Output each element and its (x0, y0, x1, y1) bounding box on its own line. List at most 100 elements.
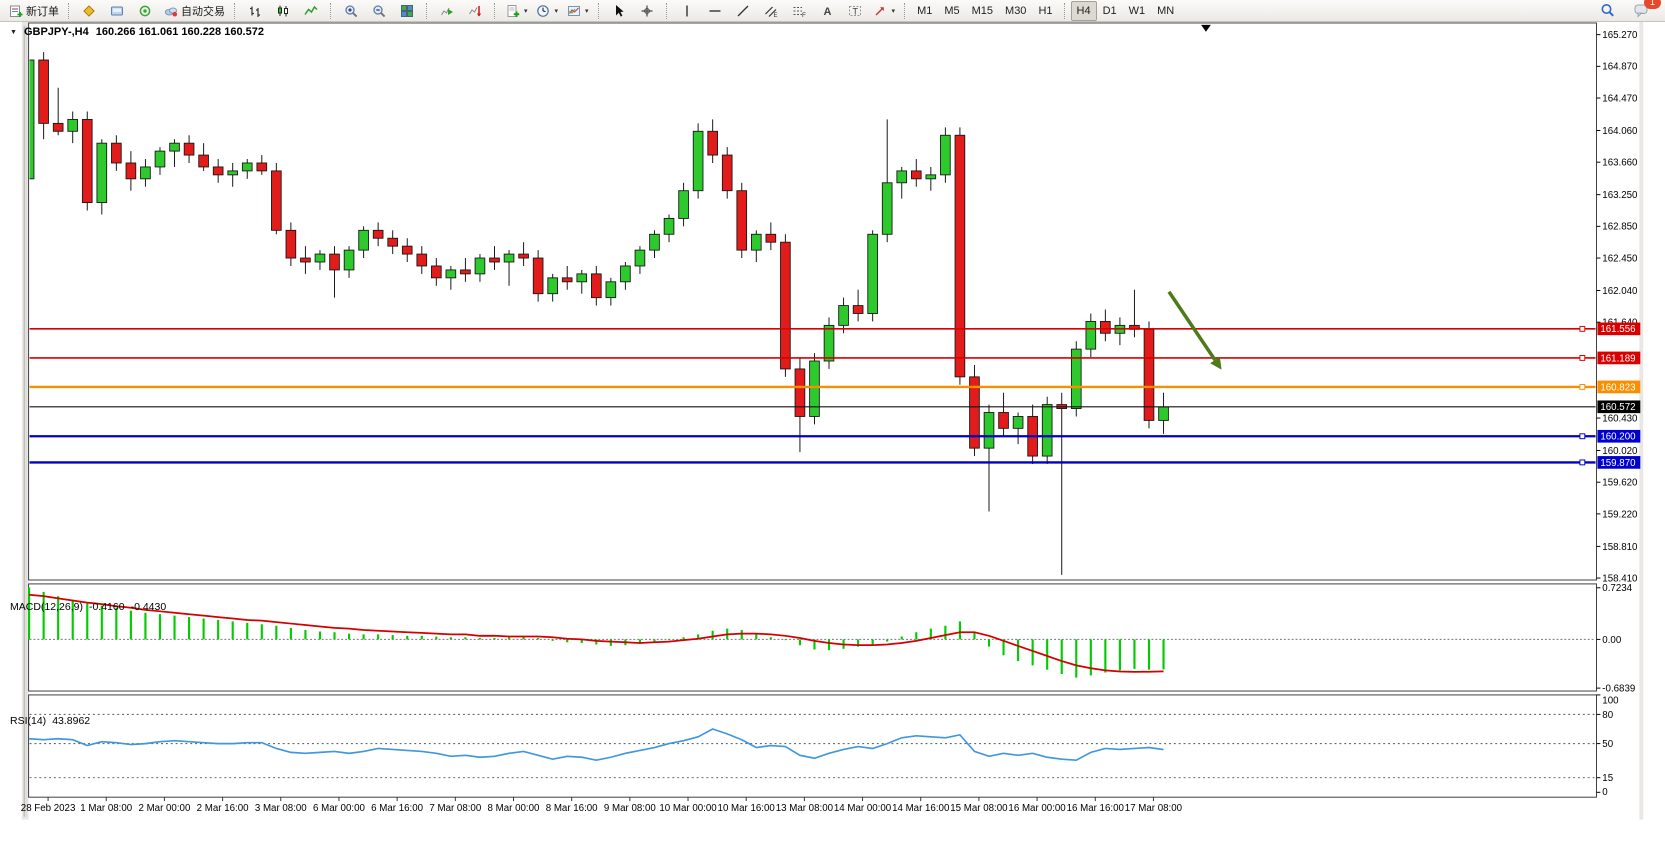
autotrading-button[interactable]: 自动交易 (159, 0, 229, 22)
chart-shift-marker[interactable] (1201, 24, 1211, 32)
tab-timeframe-m1[interactable]: M1 (917, 4, 933, 17)
price-axis-label: 158.810 (1602, 542, 1638, 553)
candle (372, 222, 384, 247)
arrowhead-icon (1210, 356, 1222, 370)
bar-chart-button[interactable] (241, 0, 269, 22)
toolbar-separator (494, 2, 496, 19)
date-axis-label: 16 Mar 00:00 (1008, 803, 1066, 814)
macd-axis-label: 0.7234 (1602, 583, 1632, 594)
crosshair-button[interactable] (633, 0, 661, 22)
price-axis-label: 162.450 (1602, 253, 1638, 264)
cursor-button[interactable] (605, 0, 633, 22)
market-icon (82, 3, 97, 18)
tab-timeframe-m15[interactable]: M15 (971, 4, 994, 17)
line-handle[interactable] (1579, 325, 1586, 332)
tab-timeframe-h4[interactable]: H4 (1070, 0, 1097, 21)
new-order-button[interactable]: 新订单 (4, 0, 63, 22)
candle (431, 258, 442, 286)
notification-badge: 1 (1644, 0, 1661, 9)
toolbox-button[interactable] (103, 0, 131, 22)
arrows-button[interactable]: ▾ (869, 0, 900, 22)
candle (416, 246, 428, 274)
candle (954, 127, 966, 385)
line-handle[interactable] (1579, 355, 1586, 361)
periods-button[interactable]: ▾ (532, 0, 563, 22)
svg-text:E: E (773, 13, 777, 18)
horizontal-line-button[interactable] (701, 0, 729, 22)
chart-shift-button[interactable] (461, 0, 489, 22)
toolbar-separator (597, 2, 600, 19)
search-button[interactable] (1593, 0, 1621, 22)
candle (547, 273, 558, 302)
price-tag-160.572 (1597, 400, 1641, 414)
toolbar-right-zone: 1 (1593, 0, 1661, 22)
tab-timeframe-m30[interactable]: M30 (1005, 4, 1027, 17)
candle (154, 147, 166, 175)
price-tag-label: 159.870 (1600, 458, 1636, 469)
chevron-down-icon[interactable]: ▼ (10, 28, 17, 36)
candle (910, 159, 922, 187)
price-tag-160.200 (1597, 429, 1641, 443)
candlestick-plot (29, 52, 1169, 575)
trendline-button[interactable] (729, 0, 757, 22)
chart-canvas[interactable]: 165.270 164.870 164.470 164.060 163.660 163.2… (0, 22, 1665, 841)
text-label-button[interactable]: T (841, 0, 869, 22)
date-axis-label: 16 Mar 16:00 (1067, 803, 1125, 814)
trend-arrow-annotation[interactable] (1167, 290, 1217, 361)
candle (809, 353, 820, 425)
candle (969, 364, 980, 457)
line-handle[interactable] (1579, 433, 1586, 440)
candle (867, 230, 878, 322)
macd-signal-line (28, 593, 1164, 673)
toolbar-separator (330, 2, 332, 19)
tab-timeframe-m5[interactable]: M5 (944, 4, 960, 17)
community-button[interactable]: 1 (1627, 0, 1661, 22)
candle (983, 404, 995, 512)
line-chart-button[interactable] (297, 0, 325, 22)
symbol-period-label: GBPJPY-,H4 (23, 26, 89, 38)
chart-shift-icon (468, 3, 483, 18)
price-tag-159.870 (1597, 456, 1641, 469)
auto-scroll-button[interactable] (433, 0, 461, 22)
periods-icon (536, 3, 551, 18)
date-axis-label: 10 Mar 00:00 (659, 803, 717, 814)
tab-timeframe-d1[interactable]: D1 (1102, 4, 1117, 17)
text-button[interactable]: A (813, 0, 841, 22)
zoom-in-icon (344, 3, 359, 18)
candle (212, 159, 224, 183)
line-chart-icon (304, 3, 319, 18)
tile-windows-button[interactable] (393, 0, 421, 22)
zoom-in-button[interactable] (337, 0, 365, 22)
bar-chart-icon (248, 3, 263, 18)
price-tag-label: 160.823 (1600, 382, 1635, 393)
fibonacci-button[interactable]: F (785, 0, 813, 22)
candle (81, 111, 93, 211)
candle (358, 226, 369, 259)
date-axis-label: 2 Mar 00:00 (138, 803, 190, 814)
ohlc-values: 160.266 161.061 160.228 160.572 (95, 26, 264, 38)
market-button[interactable] (75, 0, 103, 22)
tab-timeframe-h1[interactable]: H1 (1038, 4, 1053, 17)
tab-timeframe-mn[interactable]: MN (1157, 4, 1175, 17)
candlestick-chart-button[interactable] (269, 0, 297, 22)
templates-button[interactable]: ▾ (562, 0, 593, 22)
zoom-out-button[interactable] (365, 0, 393, 22)
equidistant-channel-button[interactable]: E (757, 0, 785, 22)
candle (285, 222, 297, 266)
tab-timeframe-w1[interactable]: W1 (1128, 4, 1146, 17)
horizontal-line-icon (707, 3, 722, 18)
vertical-line-button[interactable] (673, 0, 701, 22)
candle (518, 242, 529, 266)
candle (169, 139, 180, 167)
candle (998, 392, 1009, 437)
indicators-icon (505, 3, 520, 18)
indicators-button[interactable]: ▾ (501, 0, 532, 22)
candle (474, 254, 486, 282)
date-axis-label: 7 Mar 08:00 (429, 803, 481, 814)
line-handle[interactable] (1579, 459, 1586, 466)
macd-axis-label: 0.00 (1602, 635, 1622, 646)
signals-button[interactable] (131, 0, 159, 22)
date-axis-label: 6 Mar 00:00 (313, 803, 365, 814)
line-handle[interactable] (1579, 383, 1586, 390)
svg-text:F: F (802, 12, 806, 18)
